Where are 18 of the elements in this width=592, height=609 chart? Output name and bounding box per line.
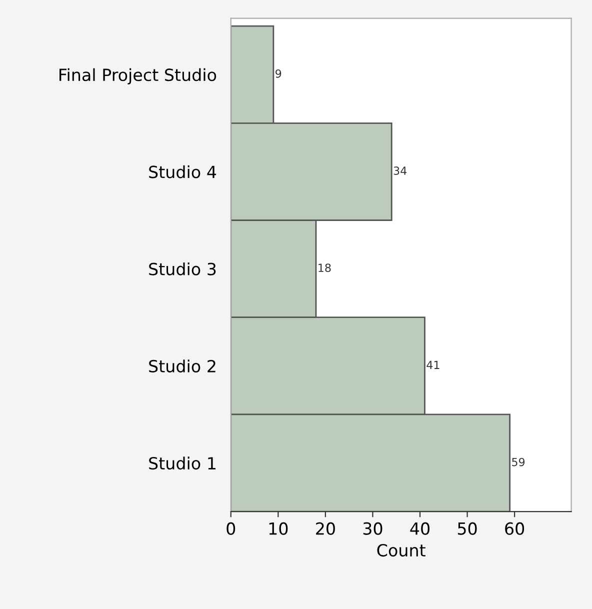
y-tick-label: Studio 3 [149,262,216,276]
data-label: 41 [426,360,440,369]
x-axis-title: Count [377,544,426,557]
x-tick-label: 60 [505,522,524,535]
x-tick-label: 10 [269,522,288,535]
data-label: 9 [276,69,282,78]
x-tick-label: 40 [410,522,430,535]
x-tick-label: 0 [226,522,236,535]
data-label: 59 [512,458,525,466]
x-tick-label: 20 [316,522,335,535]
y-tick-label: Studio 1 [149,456,216,470]
y-tick-label: Studio 4 [149,165,216,178]
data-label: 18 [318,264,331,272]
data-label: 34 [394,166,407,175]
y-tick-label: Final Project Studio [60,68,216,84]
y-tick-label: Studio 2 [149,360,216,372]
x-tick-label: 30 [363,522,382,535]
x-tick-label: 50 [458,522,477,535]
